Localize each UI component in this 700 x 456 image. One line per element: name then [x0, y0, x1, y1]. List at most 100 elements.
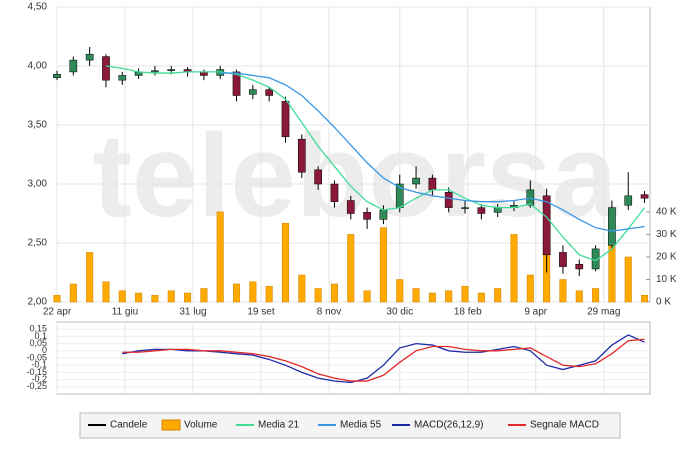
volume-bar — [363, 290, 371, 303]
moving-average — [220, 72, 645, 232]
legend-label: Segnale MACD — [530, 420, 599, 431]
y-tick-label: 4,50 — [28, 2, 48, 13]
x-tick-label: 11 giu — [112, 307, 139, 318]
y2-tick-label: 30 K — [656, 229, 677, 240]
candle-body — [493, 207, 502, 213]
candle-body — [232, 71, 241, 96]
volume-bar — [265, 285, 273, 303]
candle-body — [379, 209, 388, 220]
volume-bar — [494, 288, 502, 303]
candle-body — [102, 56, 110, 81]
volume-bar — [428, 292, 436, 303]
x-tick-label: 30 dic — [386, 307, 413, 318]
candle-body — [69, 59, 78, 73]
volume-bar — [379, 227, 387, 303]
candle-body — [624, 195, 633, 206]
moving-average — [105, 65, 646, 262]
x-tick-label: 8 nov — [317, 307, 341, 318]
macd-tick-label: 0,15 — [29, 324, 47, 334]
volume-bar — [559, 279, 567, 303]
volume-bar — [200, 288, 208, 303]
volume-bar — [347, 234, 355, 303]
volume-bar — [233, 283, 241, 303]
volume-bar — [526, 274, 534, 303]
volume-bar — [69, 283, 77, 303]
volume-bar — [184, 292, 192, 303]
volume-bar — [314, 288, 322, 303]
legend-label: Media 21 — [258, 420, 300, 431]
x-tick-label: 19 set — [247, 307, 274, 318]
volume-bar — [216, 211, 224, 303]
candle-body — [444, 192, 453, 208]
volume-bar — [461, 285, 469, 303]
macd-tick-label: -0,2 — [31, 374, 47, 384]
y-tick-label: 3,50 — [28, 120, 48, 131]
y-tick-label: 4,00 — [28, 61, 48, 72]
candle-body — [297, 138, 306, 173]
y2-tick-label: 10 K — [656, 274, 677, 285]
y2-tick-label: 0 K — [656, 297, 671, 308]
candle-body — [608, 207, 616, 246]
volume-bar — [53, 294, 61, 303]
macd-tick-label: -0,25 — [26, 381, 47, 391]
volume-bar — [135, 292, 143, 303]
volume-bar — [624, 256, 632, 303]
volume-bar — [445, 290, 453, 303]
candle-body — [346, 200, 355, 214]
y-tick-label: 2,50 — [28, 238, 48, 249]
candle-body — [53, 74, 61, 79]
volume-bar — [249, 281, 257, 303]
macd-tick-label: 0,1 — [34, 331, 47, 341]
candle-body — [281, 101, 290, 138]
volume-bar — [281, 222, 290, 303]
y-tick-label: 3,00 — [28, 179, 48, 190]
candle-body — [559, 252, 567, 267]
legend-label: MACD(26,12,9) — [414, 420, 483, 431]
candle-body — [330, 183, 339, 202]
candle-body — [85, 53, 94, 61]
y2-tick-label: 40 K — [656, 207, 677, 218]
legend-label: Volume — [184, 420, 218, 431]
candle-body — [363, 212, 371, 220]
y-tick-label: 2,00 — [28, 297, 48, 308]
candle-body — [118, 75, 127, 81]
legend-swatch — [161, 419, 181, 431]
watermark: teleborsa — [93, 110, 619, 242]
volume-bar — [396, 279, 404, 303]
volume-bar — [167, 290, 175, 303]
candle-body — [167, 69, 176, 71]
volume-bar — [86, 252, 94, 303]
volume-bar — [575, 290, 583, 303]
volume-bar — [102, 281, 110, 303]
candle-body — [428, 177, 437, 191]
x-tick-label: 29 mag — [587, 307, 620, 318]
candle-body — [575, 263, 584, 270]
legend-label: Media 55 — [340, 420, 382, 431]
macd-tick-label: -0,1 — [31, 360, 47, 370]
legend-label: Candele — [110, 420, 148, 431]
candle-body — [265, 89, 274, 96]
candle-body — [151, 70, 159, 73]
candle-body — [640, 194, 649, 199]
macd-tick-label: 0,05 — [29, 338, 47, 348]
volume-bar — [510, 234, 518, 303]
x-tick-label: 18 feb — [454, 307, 482, 318]
candle-body — [542, 195, 551, 256]
volume-bar — [151, 294, 159, 303]
x-tick-label: 31 lug — [179, 307, 206, 318]
volume-bar — [412, 288, 420, 303]
x-tick-label: 9 apr — [524, 307, 547, 318]
volume-bar — [592, 288, 600, 303]
macd-line — [122, 338, 645, 382]
macd-tick-label: -0,05 — [26, 352, 47, 362]
candle-body — [477, 207, 486, 214]
volume-bar — [298, 274, 306, 303]
candle-body — [461, 207, 469, 209]
macd-tick-label: 0 — [42, 345, 47, 355]
volume-bar — [477, 292, 485, 303]
candle-body — [314, 169, 322, 185]
x-tick-label: 22 apr — [43, 307, 72, 318]
volume-bar — [118, 290, 126, 303]
volume-bar — [330, 283, 338, 303]
